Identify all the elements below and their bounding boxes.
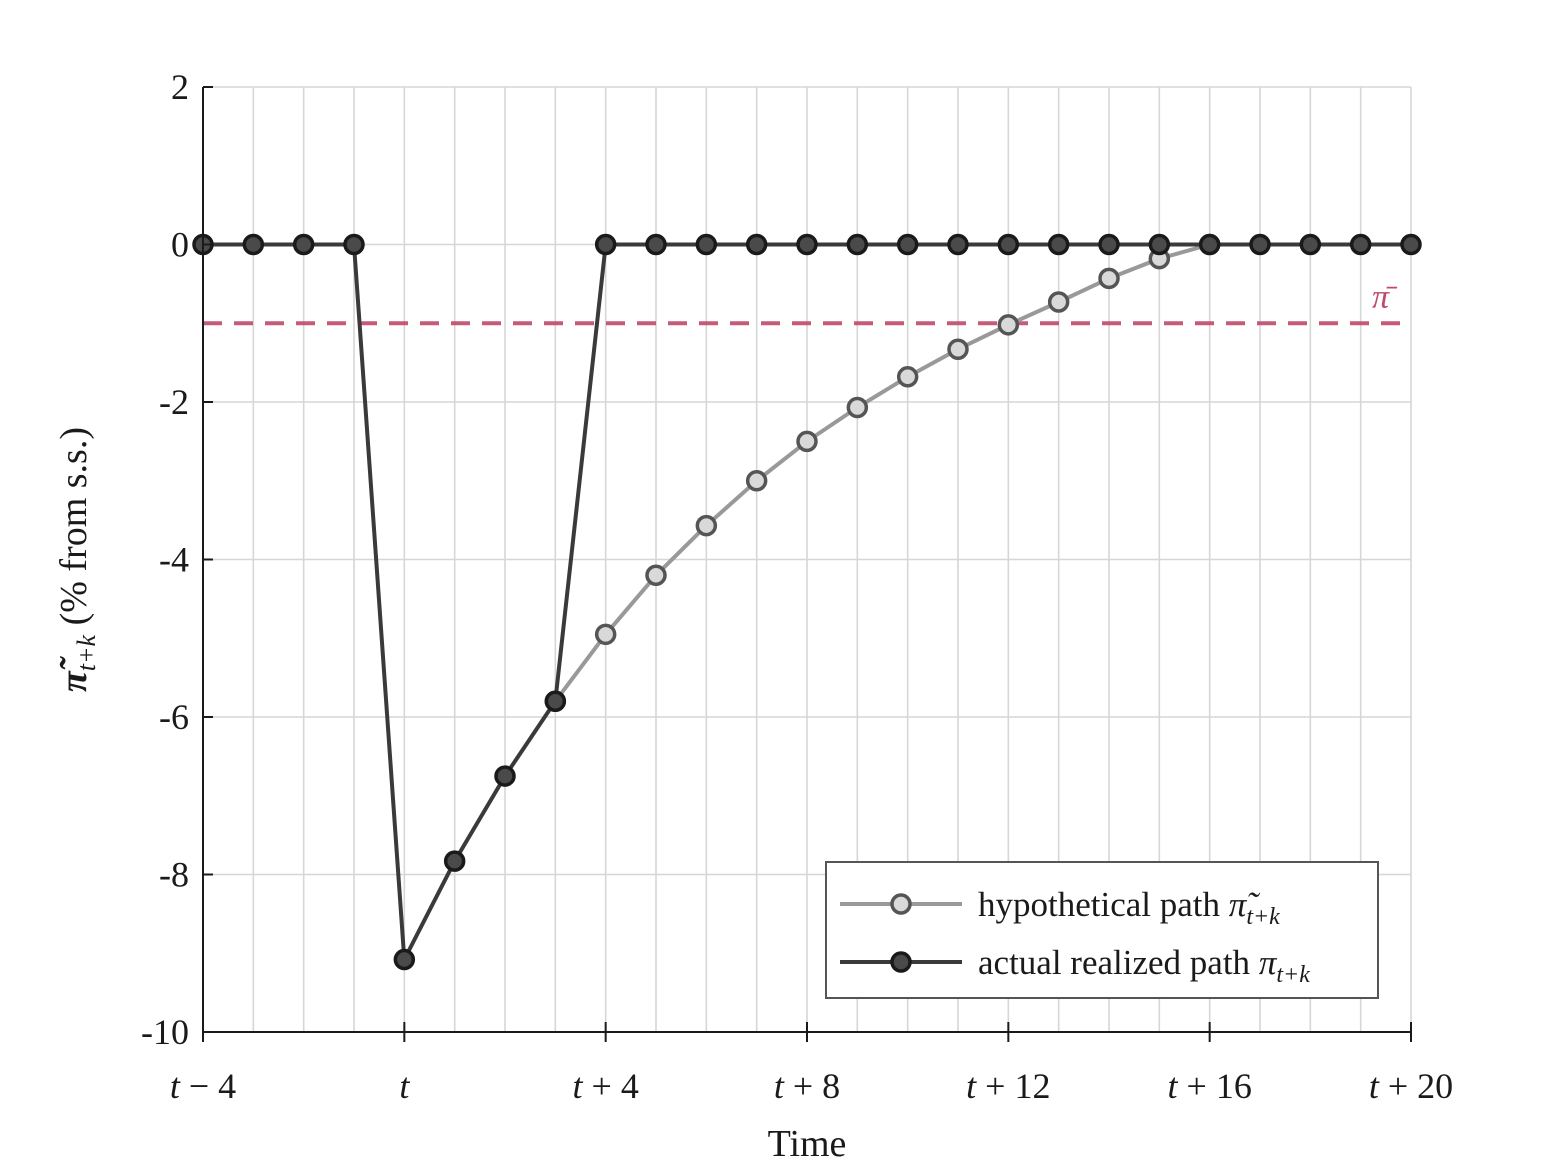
data-point-hypothetical <box>796 430 818 453</box>
data-point-hypothetical <box>846 396 869 419</box>
y-tick-label: -4 <box>159 540 189 580</box>
data-point-hypothetical <box>947 338 969 360</box>
x-tick-label-base: t <box>1168 1066 1179 1106</box>
legend-label-actual: actual realized path πt+k <box>978 943 1310 988</box>
x-tick-label-offset: + 20 <box>1379 1066 1453 1106</box>
x-tick-label: t <box>399 1066 410 1106</box>
data-point-actual <box>1148 233 1171 256</box>
x-tick-label-offset: + 4 <box>583 1066 639 1106</box>
x-tick-label-base: t <box>399 1066 410 1106</box>
series-line-hypothetical <box>553 242 1211 703</box>
y-tick-label: 0 <box>171 225 189 265</box>
data-point-actual <box>896 233 919 256</box>
data-point-actual <box>1349 233 1372 256</box>
data-point-actual <box>443 850 466 872</box>
series-actual <box>192 233 1422 971</box>
x-tick-label: t + 4 <box>573 1066 639 1106</box>
y-tick-label: -10 <box>141 1012 189 1052</box>
data-point-hypothetical <box>745 470 768 492</box>
data-point-actual <box>745 233 768 256</box>
x-tick-label: t + 12 <box>966 1066 1050 1106</box>
data-point-hypothetical <box>594 623 617 646</box>
legend: hypothetical path π̃t+k actual realized p… <box>825 861 1379 999</box>
data-point-actual <box>292 233 315 256</box>
reference-line-label: π̄ <box>1372 278 1398 315</box>
data-point-hypothetical <box>1098 267 1120 290</box>
data-point-actual <box>796 233 818 256</box>
legend-label-hypothetical: hypothetical path π̃t+k <box>978 885 1280 930</box>
data-point-actual <box>594 233 617 256</box>
data-point-actual <box>846 233 869 256</box>
y-axis-title-text: (% from s.s.) <box>53 427 95 635</box>
x-tick-label-base: t <box>966 1066 977 1106</box>
series-hypothetical <box>544 233 1221 712</box>
legend-marker-hypothetical <box>890 893 912 915</box>
data-point-actual <box>1098 233 1120 256</box>
x-tick-label-offset: − 4 <box>180 1066 236 1106</box>
legend-label-text: hypothetical path <box>978 885 1229 924</box>
data-point-actual <box>695 233 718 256</box>
data-point-actual <box>1047 233 1070 256</box>
x-axis-title: Time <box>768 1123 847 1165</box>
data-point-hypothetical <box>645 564 667 586</box>
x-tick-label: t − 4 <box>170 1066 236 1106</box>
legend-box <box>825 861 1379 999</box>
y-axis-title: π̃t+k (% from s.s.) <box>53 427 101 692</box>
legend-marker-actual <box>890 951 912 973</box>
data-point-actual <box>494 765 516 787</box>
x-tick-label-base: t <box>170 1066 181 1106</box>
x-tick-label-base: t <box>774 1066 785 1106</box>
x-tick-label-base: t <box>1369 1066 1380 1106</box>
data-point-actual <box>947 233 969 256</box>
y-tick-label: 2 <box>171 67 189 107</box>
data-point-actual <box>1249 233 1271 256</box>
data-point-hypothetical <box>997 314 1020 336</box>
x-tick-label: t + 16 <box>1168 1066 1252 1106</box>
x-tick-label-offset: + 8 <box>784 1066 840 1106</box>
data-point-hypothetical <box>1047 291 1070 313</box>
data-point-actual <box>393 948 416 971</box>
data-point-actual <box>242 233 265 256</box>
data-point-actual <box>997 233 1020 256</box>
series-layer <box>192 233 1422 971</box>
data-point-actual <box>645 233 667 256</box>
data-point-actual <box>343 233 365 256</box>
legend-label-text: actual realized path <box>978 943 1259 982</box>
x-tick-label-base: t <box>573 1066 584 1106</box>
x-tick-label: t + 8 <box>774 1066 840 1106</box>
data-point-actual <box>1299 233 1322 256</box>
data-point-actual <box>544 690 567 712</box>
y-tick-label: -2 <box>159 382 189 422</box>
y-axis-title-subscript: t+k <box>72 634 101 671</box>
data-point-hypothetical <box>896 366 919 388</box>
legend-label-subscript: t+k <box>1276 962 1310 988</box>
data-point-actual <box>1198 233 1221 256</box>
data-point-actual <box>1400 233 1422 256</box>
legend-label-subscript: t+k <box>1246 904 1280 930</box>
x-tick-label: t + 20 <box>1369 1066 1453 1106</box>
legend-label-symbol: π <box>1259 943 1278 982</box>
data-point-hypothetical <box>695 514 718 537</box>
y-tick-label: -8 <box>159 855 189 895</box>
x-tick-label-offset: + 12 <box>976 1066 1050 1106</box>
x-tick-label-offset: + 16 <box>1178 1066 1252 1106</box>
y-tick-label: -6 <box>159 697 189 737</box>
